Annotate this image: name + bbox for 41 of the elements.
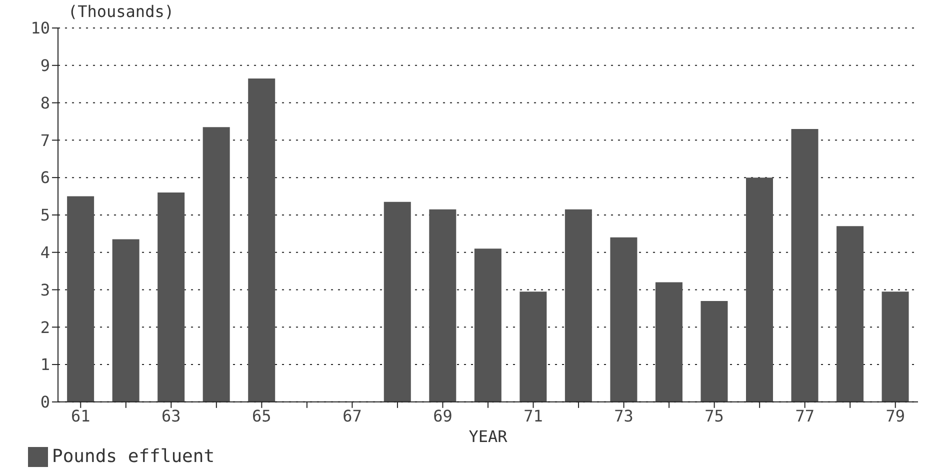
x-tick-label: 61 — [71, 406, 90, 426]
bar — [791, 128, 818, 402]
x-tick-label: 67 — [342, 406, 362, 426]
bar — [564, 209, 592, 402]
bar — [112, 239, 140, 402]
bar — [700, 300, 728, 402]
bar — [158, 192, 185, 402]
bar — [474, 248, 502, 402]
x-tick-label: 73 — [614, 406, 634, 426]
y-tick-label: 3 — [40, 280, 50, 300]
y-tick-label: 8 — [40, 93, 50, 112]
y-tick-label: 10 — [30, 18, 50, 38]
bar — [610, 237, 638, 402]
bar — [384, 202, 411, 402]
bar — [520, 292, 547, 402]
bar — [67, 196, 94, 402]
x-tick-label: 75 — [704, 406, 724, 426]
y-tick-label: 7 — [40, 130, 50, 150]
x-tick-label: 77 — [795, 406, 814, 426]
bar — [202, 127, 230, 402]
x-tick-label: 65 — [252, 406, 272, 426]
y-tick-label: 2 — [40, 318, 50, 337]
y-tick-label: 4 — [40, 243, 50, 262]
bar — [429, 209, 456, 402]
y-tick-label: 0 — [40, 392, 50, 412]
bar — [746, 178, 773, 402]
bar — [248, 78, 276, 402]
bar — [836, 226, 864, 402]
legend-label: Pounds effluent — [52, 446, 215, 467]
x-tick-label: 63 — [162, 406, 181, 426]
y-tick-label: 6 — [40, 168, 50, 188]
x-axis-title: YEAR — [468, 426, 508, 446]
y-axis-title: (Thousands) — [68, 2, 174, 21]
y-tick-label: 9 — [40, 56, 50, 76]
bar — [882, 292, 909, 402]
x-tick-label: 79 — [886, 406, 905, 426]
bar — [655, 282, 682, 402]
x-tick-label: 69 — [433, 406, 452, 426]
x-tick-label: 71 — [524, 406, 543, 426]
y-tick-label: 1 — [40, 355, 50, 374]
y-tick-label: 5 — [40, 206, 50, 225]
